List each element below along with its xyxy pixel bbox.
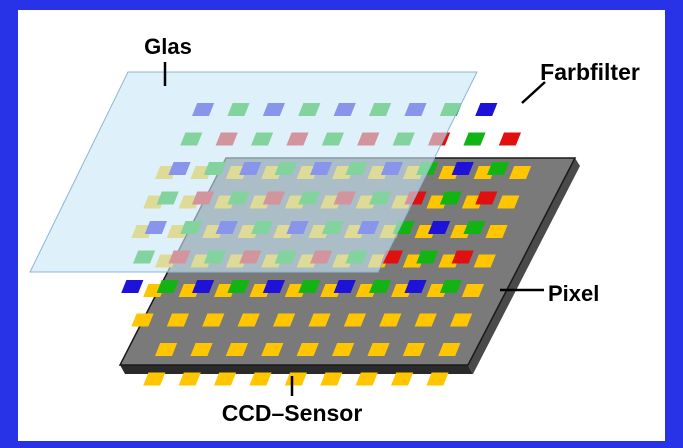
sensor-pixel <box>284 372 307 386</box>
filter-cell-blue <box>428 221 451 234</box>
filter-cell-red <box>475 191 498 205</box>
filter-cell-blue <box>451 162 474 175</box>
sensor-pixel <box>225 343 248 356</box>
sensor-front-edge <box>120 365 473 374</box>
sensor-pixel <box>249 372 272 386</box>
sensor-pixel <box>367 343 390 356</box>
sensor-pixel <box>461 284 484 297</box>
glass-label: Glas <box>144 34 192 59</box>
sensor-pixel <box>355 372 378 386</box>
filter-cell-green <box>439 191 462 205</box>
ccd-sensor-label: CCD–Sensor <box>222 400 363 426</box>
filter-cell-green <box>416 250 439 264</box>
sensor-pixel <box>343 313 366 327</box>
filter-cell-blue <box>262 280 285 293</box>
color-filter-label: Farbfilter <box>540 59 640 85</box>
filter-cell-green <box>439 280 462 293</box>
sensor-pixel <box>214 372 237 386</box>
filter-cell-green <box>463 221 486 234</box>
filter-cell-green <box>156 280 179 293</box>
pixel-label: Pixel <box>548 281 599 306</box>
sensor-pixel <box>450 313 473 327</box>
sensor-pixel <box>332 343 355 356</box>
sensor-pixel <box>143 372 166 386</box>
sensor-pixel <box>155 343 178 356</box>
sensor-pixel <box>497 195 520 209</box>
filter-cell-green <box>227 280 250 293</box>
filter-cell-green <box>369 280 392 293</box>
sensor-pixel <box>402 343 425 356</box>
filter-cell-blue <box>333 280 356 293</box>
sensor-side-edge <box>468 158 580 374</box>
sensor-pixel <box>391 372 414 386</box>
filter-cell-green <box>298 280 321 293</box>
sensor-pixel <box>190 343 213 356</box>
sensor-pixel <box>308 313 331 327</box>
sensor-pixel <box>509 166 532 179</box>
filter-cell-red <box>451 250 474 264</box>
filter-cell-red <box>498 132 521 146</box>
label-leader-lines <box>163 62 546 396</box>
filter-cell-green <box>463 132 486 146</box>
glass-layer <box>29 71 478 273</box>
filter-cell-blue <box>192 280 215 293</box>
sensor-pixel <box>202 313 225 327</box>
sensor-pixel <box>485 225 508 238</box>
sensor-pixel <box>131 313 154 327</box>
filter-cell-green <box>487 162 510 175</box>
sensor-pixel <box>178 372 201 386</box>
sensor-pixel <box>320 372 343 386</box>
sensor-pixel <box>166 313 189 327</box>
sensor-pixel <box>426 372 449 386</box>
filter-cell-blue <box>121 280 144 293</box>
filter-cell-blue <box>475 103 498 116</box>
sensor-pixel <box>438 343 461 356</box>
filter-cell-blue <box>404 280 427 293</box>
sensor-pixel <box>473 254 496 268</box>
sensor-pixel <box>261 343 284 356</box>
color-filter-leader-line <box>521 81 546 104</box>
sensor-pixel <box>379 313 402 327</box>
sensor-pixel <box>296 343 319 356</box>
sensor-pixel <box>237 313 260 327</box>
sensor-pixel <box>273 313 296 327</box>
sensor-pixel <box>414 313 437 327</box>
